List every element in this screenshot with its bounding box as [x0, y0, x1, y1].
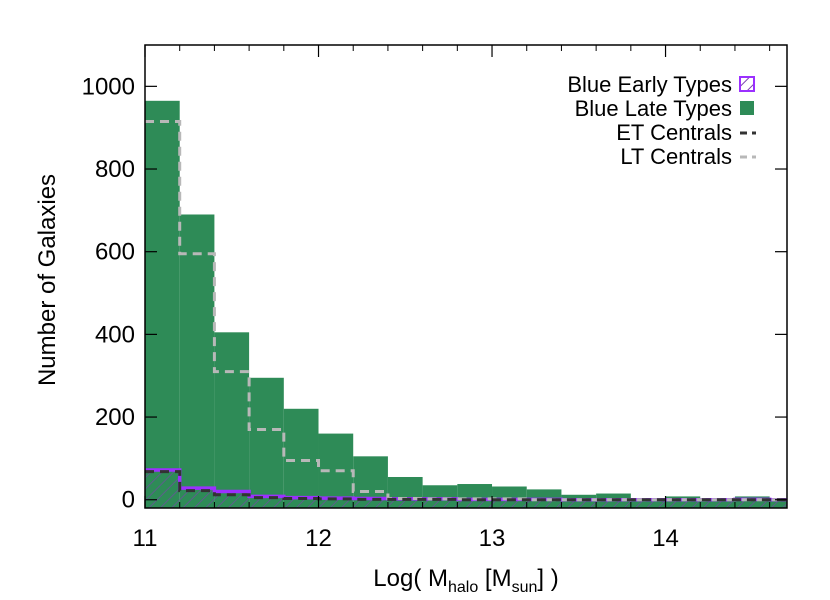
bar-late-2: [214, 332, 250, 508]
axes: [144, 44, 788, 509]
bar-early-13: [596, 499, 631, 508]
bar-early-3: [249, 496, 284, 508]
bar-early-4: [283, 497, 319, 508]
bar-early-8: [422, 498, 458, 508]
plot-frame: [144, 44, 788, 509]
y-tick-label: 600: [95, 239, 135, 266]
legend-label: ET Centrals: [616, 120, 732, 145]
y-tick-label: 1000: [82, 73, 135, 100]
central-step-lines: [145, 119, 787, 502]
bar-late-0: [145, 100, 180, 508]
bar-early-16: [700, 499, 735, 508]
early-type-bars: [145, 469, 787, 508]
bar-late-3: [249, 377, 284, 508]
bar-early-1: [179, 488, 215, 508]
bar-late-4: [283, 408, 319, 508]
y-axis-label: Number of Galaxies: [34, 174, 61, 386]
legend-label: Blue Early Types: [567, 72, 732, 97]
bar-late-1: [179, 214, 215, 508]
bar-early-0: [145, 469, 180, 508]
x-tick-label: 12: [305, 525, 332, 552]
legend-label: Blue Late Types: [575, 96, 732, 121]
bar-early-12: [561, 499, 597, 508]
x-axis-label: Log( Mhalo [Msun] ): [373, 565, 558, 596]
x-tick-label: 11: [133, 525, 158, 552]
legend-swatch-early: [739, 76, 755, 92]
y-tick-label: 400: [95, 321, 135, 348]
bar-early-6: [353, 498, 388, 508]
bar-early-17: [734, 499, 770, 508]
tick-marks: 0 200 400 600 800 1000 11 12 13 14: [82, 45, 787, 552]
bar-early-14: [630, 499, 666, 508]
legend-swatch-late: [740, 101, 754, 115]
y-tick-label: 200: [95, 404, 135, 431]
bar-early-10: [492, 499, 527, 508]
bar-early-18: [769, 499, 787, 508]
et-centrals-line: [145, 470, 787, 502]
y-tick-label: 800: [95, 156, 135, 183]
bar-early-11: [526, 499, 562, 508]
bar-early-15: [665, 499, 701, 508]
legend-label: LT Centrals: [620, 144, 732, 169]
bar-early-5: [318, 498, 354, 508]
bar-early-2: [214, 491, 250, 508]
bar-early-9: [457, 499, 493, 508]
x-tick-label: 14: [652, 525, 679, 552]
x-tick-label: 13: [479, 525, 506, 552]
bar-early-7: [387, 498, 423, 508]
y-tick-label: 0: [122, 487, 135, 514]
